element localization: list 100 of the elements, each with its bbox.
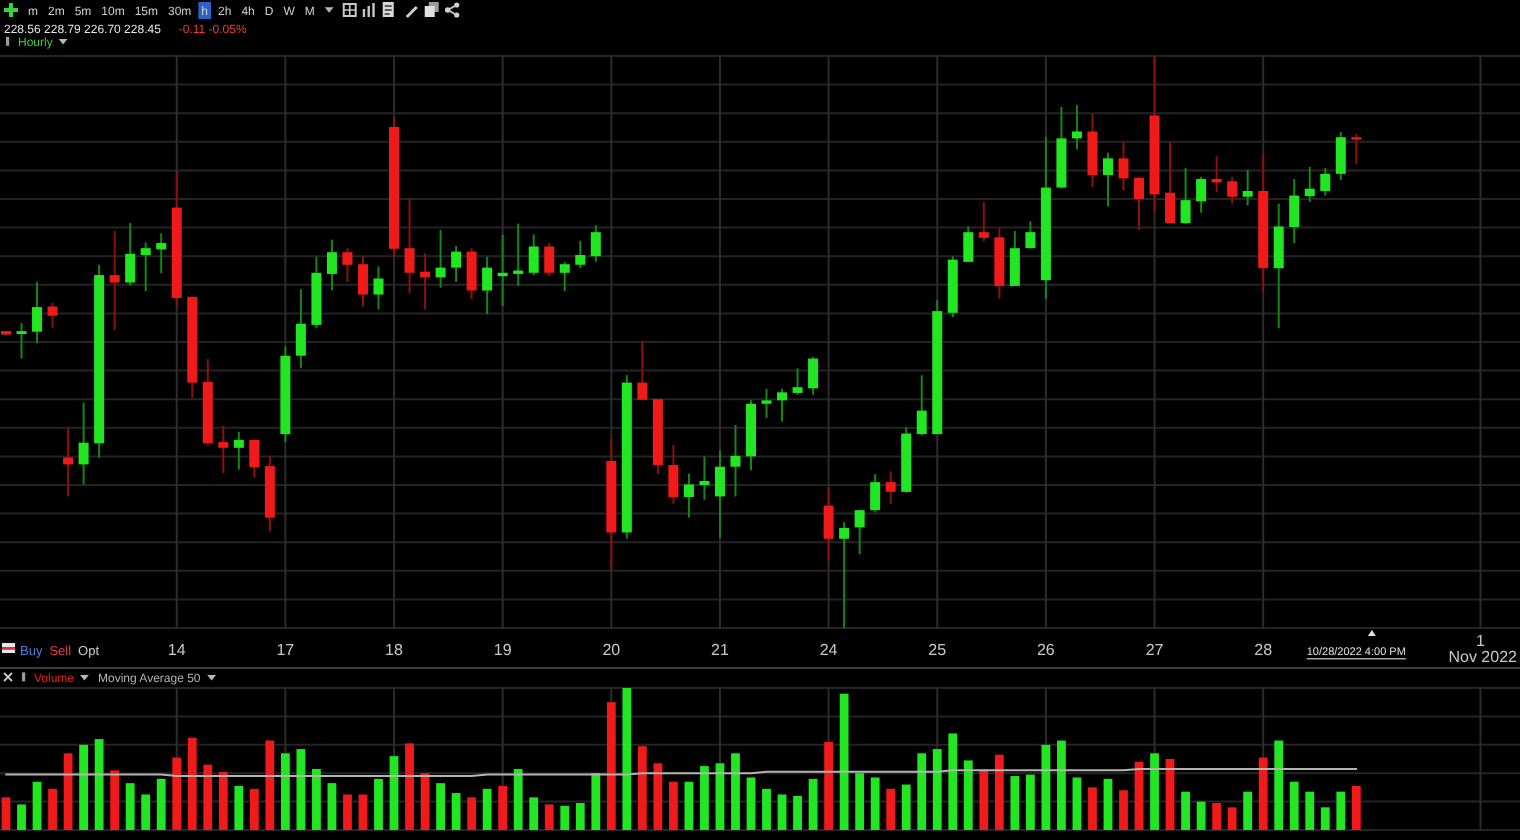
candlestick	[1289, 177, 1300, 245]
bar	[839, 693, 849, 830]
bar	[870, 777, 880, 830]
bar	[901, 784, 911, 830]
bar	[886, 788, 896, 830]
bar	[700, 766, 709, 830]
bar	[172, 757, 182, 830]
bar	[1010, 776, 1020, 830]
candlestick	[1118, 141, 1129, 192]
candlestick	[761, 387, 772, 420]
bar	[451, 793, 461, 830]
candlestick	[978, 200, 989, 243]
bar	[808, 778, 818, 830]
bar	[529, 797, 539, 830]
candlestick	[404, 197, 415, 295]
candlestick	[575, 239, 586, 270]
candlestick	[435, 228, 446, 289]
bar	[234, 785, 244, 830]
candlestick	[637, 340, 648, 401]
bar	[1227, 807, 1237, 830]
bar	[622, 688, 632, 830]
bar	[669, 781, 678, 830]
candlestick	[1134, 175, 1145, 231]
bar	[731, 753, 740, 830]
candlestick	[777, 387, 788, 423]
bar	[1181, 791, 1190, 830]
bar	[994, 754, 1004, 830]
bar	[544, 804, 554, 830]
candlestick	[559, 260, 570, 293]
bar	[1289, 781, 1299, 830]
candlestick	[125, 222, 136, 287]
bar	[343, 794, 352, 830]
candlestick	[109, 230, 120, 331]
x-tick-label: 19	[493, 641, 513, 659]
bar	[1041, 744, 1051, 830]
bar	[606, 702, 616, 830]
bar	[218, 771, 228, 830]
candlestick	[963, 225, 974, 263]
candlestick	[590, 224, 601, 263]
candlestick	[218, 424, 229, 474]
candlestick	[916, 374, 927, 437]
candlestick	[1102, 151, 1113, 208]
candlestick	[16, 322, 27, 360]
bar	[482, 788, 492, 830]
candlestick	[249, 438, 260, 479]
bar	[591, 773, 601, 830]
x-tick-label: 17	[276, 641, 296, 659]
candlestick	[1273, 202, 1284, 330]
bar	[48, 788, 57, 830]
candlestick	[451, 244, 462, 283]
candlestick	[699, 455, 710, 501]
candlestick	[808, 355, 819, 396]
bar	[32, 781, 42, 830]
x-tick-label: 25	[928, 641, 948, 659]
bar	[1088, 787, 1097, 830]
candlestick	[1025, 220, 1036, 250]
candlestick	[1180, 167, 1191, 226]
bar	[405, 743, 414, 830]
candlestick	[326, 238, 337, 292]
bar	[932, 749, 942, 830]
candlestick	[1087, 112, 1098, 188]
x-tick-label: 20	[602, 641, 622, 659]
candlestick	[1351, 132, 1362, 166]
bar	[1336, 791, 1346, 830]
bar	[1320, 807, 1330, 830]
bar	[684, 781, 694, 830]
bar	[855, 773, 865, 830]
candlestick	[668, 443, 679, 505]
candlestick	[823, 486, 834, 563]
bar	[1243, 791, 1253, 830]
candlestick	[342, 247, 353, 283]
bar	[467, 797, 477, 830]
candlestick	[482, 255, 493, 315]
bar	[156, 778, 166, 830]
candlestick	[839, 521, 850, 629]
candlestick	[1335, 131, 1346, 182]
bar	[1150, 753, 1159, 830]
bar	[793, 795, 802, 830]
bar	[265, 740, 275, 830]
candlestick	[466, 247, 477, 301]
bar	[1351, 785, 1361, 830]
candlestick	[870, 473, 881, 514]
bar	[358, 794, 368, 830]
bar	[141, 794, 151, 830]
bar	[280, 753, 290, 830]
x-tick-label: 27	[1145, 641, 1165, 659]
candlestick	[357, 255, 368, 308]
candlestick	[885, 470, 896, 505]
candlestick	[47, 301, 58, 329]
x-tick-label: 1 Nov 2022	[1444, 632, 1519, 666]
candlestick	[156, 232, 167, 275]
bar	[1258, 757, 1268, 830]
candlestick	[295, 288, 306, 370]
bar	[560, 805, 570, 830]
bar	[1212, 803, 1222, 830]
candlestick	[714, 449, 725, 539]
bar	[110, 770, 120, 830]
candlestick	[78, 401, 89, 486]
x-tick-label: 18	[385, 641, 405, 659]
bar	[762, 788, 771, 830]
